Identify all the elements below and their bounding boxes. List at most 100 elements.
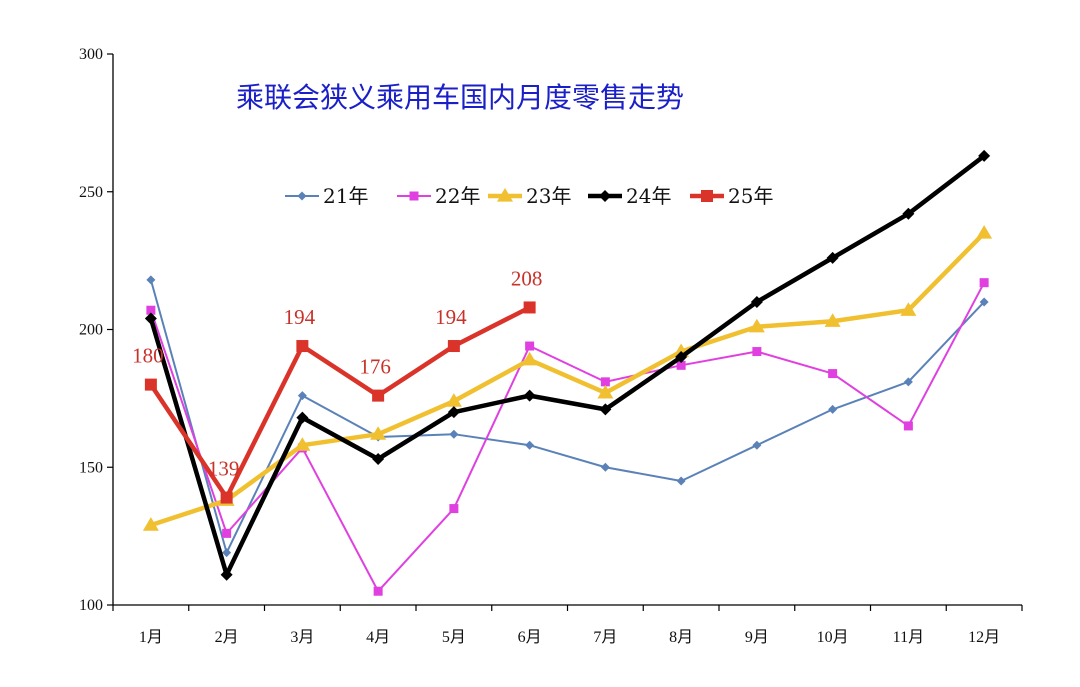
data-point	[523, 389, 536, 402]
x-tick-label: 7月	[593, 629, 617, 646]
data-point	[902, 207, 915, 220]
legend-swatch-marker	[297, 191, 307, 201]
data-point	[222, 548, 232, 558]
data-label: 139	[208, 457, 240, 481]
data-point	[903, 377, 913, 387]
data-labels: 180 139 194 176 194 208	[132, 266, 542, 480]
legend-swatch-marker	[599, 190, 611, 202]
data-point	[447, 340, 460, 353]
data-point	[449, 504, 459, 514]
legend-item-21年: 21年	[285, 184, 368, 208]
y-tick-label: 100	[79, 597, 103, 614]
data-point	[296, 340, 309, 353]
data-point	[903, 421, 913, 431]
legend-item-22年: 22年	[397, 184, 480, 208]
legend-label: 24年	[626, 184, 671, 208]
x-tick-label: 10月	[817, 629, 849, 646]
series-line	[148, 305, 532, 500]
series-line	[148, 230, 987, 528]
series-23年	[142, 225, 993, 531]
data-point	[297, 391, 307, 401]
x-tick-label: 6月	[518, 629, 542, 646]
data-point	[675, 351, 688, 364]
legend-label: 22年	[435, 184, 480, 208]
data-label: 208	[511, 266, 543, 290]
data-point	[142, 517, 159, 531]
legend-swatch-marker	[701, 190, 713, 202]
data-point	[146, 305, 156, 315]
series-25年	[144, 301, 536, 504]
x-tick-label: 11月	[893, 629, 924, 646]
data-point	[978, 149, 991, 162]
data-point	[824, 313, 841, 327]
x-tick-label: 3月	[290, 629, 314, 646]
data-point	[600, 462, 610, 472]
data-point	[752, 347, 762, 357]
data-point	[676, 360, 686, 370]
data-point	[525, 341, 535, 351]
x-tick-label: 12月	[968, 629, 1000, 646]
legend: 21年 22年 23年 24年 25年	[285, 184, 773, 208]
data-point	[296, 411, 309, 424]
data-point	[599, 403, 612, 416]
data-label: 194	[284, 305, 316, 329]
legend-item-25年: 25年	[690, 184, 773, 208]
y-tick-label: 150	[79, 459, 103, 476]
data-label: 180	[132, 344, 164, 368]
data-point	[752, 440, 762, 450]
y-tick-label: 250	[79, 184, 103, 201]
data-point	[525, 440, 535, 450]
legend-item-23年: 23年	[488, 184, 571, 208]
x-tick-label: 9月	[745, 629, 769, 646]
legend-item-24年: 24年	[588, 184, 671, 208]
data-point	[372, 389, 385, 402]
legend-swatch-marker	[409, 191, 419, 201]
series-24年	[144, 149, 991, 581]
chart-title: 乘联会狭义乘用车国内月度零售走势	[236, 81, 684, 114]
x-tick-label: 5月	[442, 629, 466, 646]
data-point	[144, 312, 157, 325]
legend-label: 25年	[728, 184, 773, 208]
x-tick-label: 1月	[139, 629, 163, 646]
data-point	[521, 351, 538, 366]
data-point	[220, 568, 233, 581]
data-point	[144, 378, 157, 391]
data-point	[146, 275, 156, 285]
series-lines	[142, 149, 993, 596]
data-point	[900, 302, 917, 316]
series-line	[149, 281, 986, 593]
data-point	[828, 404, 838, 414]
data-point	[676, 476, 686, 486]
data-point	[372, 452, 385, 465]
series-21年	[146, 275, 989, 558]
data-point	[445, 393, 462, 407]
data-point	[449, 429, 459, 439]
data-point	[826, 251, 839, 264]
data-label: 194	[435, 305, 467, 329]
series-line	[149, 278, 986, 554]
data-point	[750, 295, 763, 308]
axes: 100 150 200 250 300 1月 2月 3月 4月 5月 6月 7月 8月 9月 10月 11月 1…	[79, 46, 1023, 646]
data-point	[373, 586, 383, 596]
y-tick-label: 200	[79, 322, 103, 339]
data-point	[220, 491, 233, 504]
data-point	[979, 297, 989, 307]
x-tick-label: 2月	[215, 629, 239, 646]
data-point	[828, 369, 838, 379]
data-label: 176	[359, 355, 391, 379]
legend-swatch-marker	[497, 188, 513, 202]
data-point	[523, 301, 536, 314]
series-22年	[146, 278, 989, 596]
y-tick-label: 300	[79, 46, 103, 63]
x-tick-label: 8月	[669, 629, 693, 646]
data-point	[370, 426, 387, 440]
legend-label: 23年	[526, 184, 571, 208]
x-tick-label: 4月	[366, 629, 390, 646]
data-point	[600, 377, 610, 387]
data-point	[294, 437, 311, 451]
data-point	[976, 225, 993, 239]
series-line	[148, 153, 987, 577]
data-point	[979, 278, 989, 288]
data-point	[447, 406, 460, 419]
